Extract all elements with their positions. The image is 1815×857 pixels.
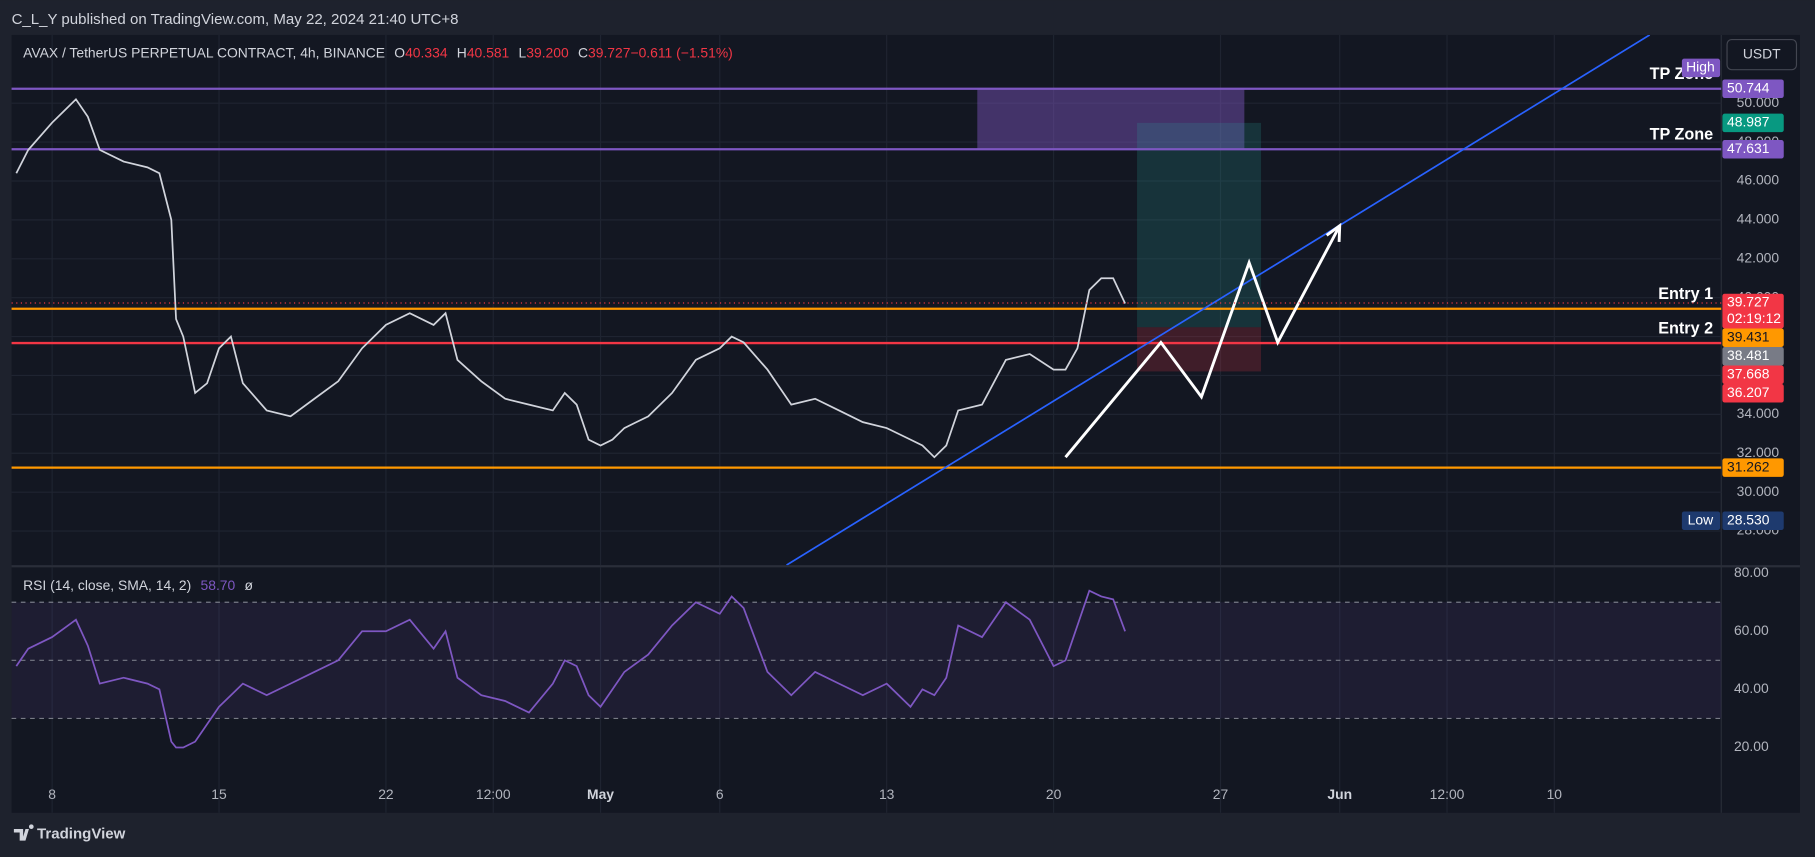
price-label-box — [1722, 458, 1784, 477]
price-label: 48.987 — [1727, 114, 1770, 130]
x-tick-label: 27 — [1213, 786, 1229, 802]
level-label: TP Zone — [1650, 126, 1714, 144]
price-label: 31.262 — [1727, 458, 1770, 474]
price-label-box — [1722, 140, 1784, 159]
tag: High — [1686, 59, 1715, 75]
price-label-box — [1722, 328, 1784, 347]
y-tick-label: 44.000 — [1737, 211, 1780, 227]
x-tick-label: 13 — [879, 786, 895, 802]
legend-value: 39.200 — [526, 44, 569, 60]
publisher: C_L_Y published on TradingView.com, May … — [12, 11, 459, 28]
price-label: 47.631 — [1727, 140, 1770, 156]
legend-key: C — [578, 44, 588, 60]
x-tick-label: 15 — [211, 786, 227, 802]
rsi-line — [15, 589, 1126, 749]
level-label: Entry 1 — [1658, 285, 1713, 303]
x-tick-label: 10 — [1547, 786, 1563, 802]
rsi-tick-label: 80.00 — [1734, 564, 1769, 580]
y-tick-label: 46.000 — [1737, 172, 1780, 188]
rsi-tick-label: 40.00 — [1734, 680, 1769, 696]
chart-area — [11, 34, 1800, 813]
legend-key: H — [457, 44, 467, 60]
tag: Low — [1688, 511, 1714, 527]
level-label: Entry 2 — [1658, 319, 1713, 337]
price-label: 37.668 — [1727, 365, 1770, 381]
arrow-head — [1325, 222, 1342, 242]
x-tick-label: 12:00 — [476, 786, 511, 802]
price-label: 36.207 — [1727, 384, 1770, 400]
x-tick-label: 20 — [1046, 786, 1062, 802]
price-label: 39.727 — [1727, 294, 1770, 310]
legend-title: AVAX / TetherUS PERPETUAL CONTRACT, 4h, … — [23, 44, 385, 60]
rsi-symbol: ø — [245, 577, 254, 593]
position-loss — [1137, 327, 1262, 372]
legend-key: O — [394, 44, 405, 60]
y-tick-label: 34.000 — [1737, 405, 1780, 421]
position-profit — [1137, 122, 1262, 328]
countdown: 02:19:12 — [1727, 310, 1781, 326]
legend-value: 40.334 — [405, 44, 448, 60]
x-tick-label: 8 — [48, 786, 56, 802]
trendline — [786, 34, 1651, 566]
y-tick-label: 42.000 — [1737, 249, 1780, 265]
rsi-value: 58.70 — [201, 577, 236, 593]
legend-value: 40.581 — [467, 44, 510, 60]
tp-zone — [977, 88, 1245, 150]
logo-icon — [13, 824, 34, 841]
y-tick-label: 32.000 — [1737, 444, 1780, 460]
legend: AVAX / TetherUS PERPETUAL CONTRACT, 4h, … — [23, 44, 733, 60]
y-tick-label: 30.000 — [1737, 483, 1780, 499]
price-label-box — [1722, 346, 1784, 366]
x-tick-label: 12:00 — [1430, 786, 1465, 802]
legend-value: −0.611 (−1.51%) — [630, 44, 732, 60]
x-tick-label: Jun — [1327, 786, 1352, 802]
currency[interactable]: USDT — [1743, 45, 1781, 61]
price-label: 39.431 — [1727, 328, 1770, 344]
legend-key: L — [519, 44, 527, 60]
price-label-box — [1722, 511, 1784, 531]
price-label-box — [1722, 293, 1784, 329]
x-tick-label: May — [587, 786, 614, 802]
price-line — [15, 97, 1126, 459]
legend-value: 39.727 — [588, 44, 631, 60]
price-label: 50.744 — [1727, 79, 1770, 95]
x-tick-label: 6 — [716, 786, 724, 802]
price-label-box — [1722, 365, 1784, 385]
tag-box — [1681, 511, 1721, 531]
tag-box — [1681, 58, 1721, 78]
price-label: 38.481 — [1727, 347, 1770, 363]
price-label-box — [1722, 79, 1784, 98]
price-label-box — [1722, 384, 1784, 403]
footer-brand: TradingView — [37, 826, 126, 843]
rsi-legend: RSI (14, close, SMA, 14, 2) 58.70 ø — [23, 577, 253, 593]
currency-button[interactable] — [1726, 38, 1798, 71]
x-tick-label: 22 — [378, 786, 394, 802]
rsi-title: RSI (14, close, SMA, 14, 2) — [23, 577, 191, 593]
rsi-tick-label: 20.00 — [1734, 738, 1769, 754]
price-label-box — [1722, 113, 1784, 133]
arrow-path — [1064, 225, 1341, 459]
rsi-tick-label: 60.00 — [1734, 622, 1769, 638]
price-label: 28.530 — [1727, 511, 1770, 527]
